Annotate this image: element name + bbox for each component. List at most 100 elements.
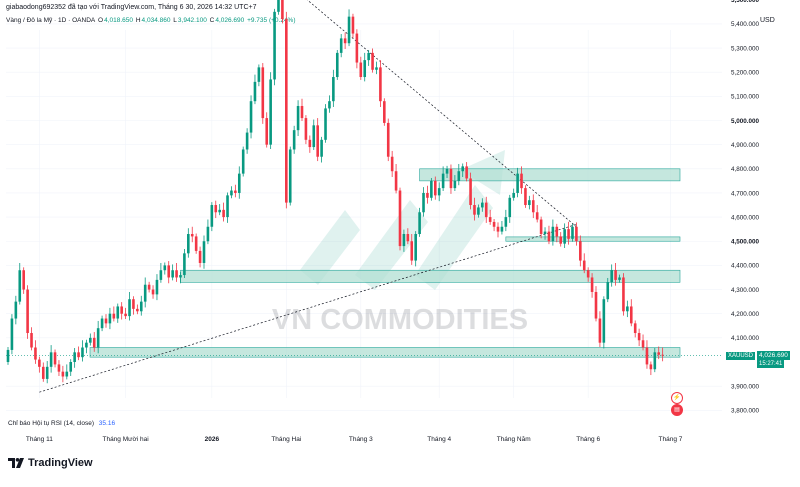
price-axis-tick: 4,100.000 [731, 335, 760, 342]
candle-body [626, 306, 629, 312]
price-axis-tick: 5,400.000 [731, 21, 760, 28]
candle-body [210, 205, 214, 227]
candle-body [190, 234, 194, 237]
price-axis-tick: 5,200.000 [731, 70, 760, 77]
candle-body [18, 270, 22, 302]
candle-body [69, 362, 73, 372]
us-flag-icon[interactable]: ▤ [671, 404, 683, 416]
candle-body [355, 33, 359, 63]
candle-body [257, 67, 261, 82]
candle-body [187, 234, 190, 254]
candle-body [500, 226, 504, 232]
candle-body [390, 156, 394, 172]
close-label: C [209, 17, 215, 24]
candles [6, 0, 664, 384]
candle-body [136, 308, 139, 312]
watermark-logo-bar2 [355, 200, 428, 290]
candle-body [637, 333, 641, 341]
low-value: 3,942.100 [177, 17, 207, 24]
candle-body [406, 234, 410, 242]
candle-body [163, 265, 167, 271]
candle-body [85, 342, 88, 348]
candle-body [237, 173, 241, 193]
candle-body [89, 337, 92, 343]
candle-body [269, 79, 272, 145]
candle-body [367, 52, 370, 61]
candle-body [41, 366, 45, 379]
candle-body [410, 241, 414, 261]
candle-body [132, 299, 135, 309]
candle-body [633, 323, 637, 334]
candle-body [559, 236, 563, 244]
candle-body [175, 270, 178, 278]
candle-body [618, 277, 621, 280]
candle-body [531, 200, 535, 213]
candle-body [332, 77, 335, 102]
tradingview-logo-icon [8, 458, 24, 468]
candle-body [649, 364, 653, 370]
candle-body [265, 118, 269, 145]
candle-body [104, 318, 108, 324]
candle-body [563, 229, 566, 244]
candle-body [143, 284, 147, 302]
candle-body [422, 192, 425, 213]
candle-body [273, 11, 276, 80]
lightning-icon[interactable]: ⚡ [671, 392, 683, 404]
candle-body [288, 149, 292, 203]
price-axis-tick: 4,700.000 [731, 190, 760, 197]
candle-body [383, 101, 386, 123]
candle-body [292, 130, 296, 150]
support-resistance-zone [180, 269, 681, 283]
high-value: 4,034.860 [141, 17, 171, 24]
time-axis-tick: Tháng 7 [659, 436, 683, 443]
candle-body [386, 122, 390, 157]
candle-body [535, 212, 539, 220]
candle-body [437, 188, 441, 196]
candle-body [582, 260, 586, 271]
price-axis-tick: 4,800.000 [731, 166, 760, 173]
price-axis-tick: 4,300.000 [731, 287, 760, 294]
zones [6, 168, 722, 358]
price-axis-tick: 4,600.000 [731, 214, 760, 221]
indicator-legend[interactable]: Chỉ báo Hội tụ RSI (14, close) 35.16 [8, 420, 115, 427]
current-price-label: 4,026.690 [757, 351, 790, 360]
candle-body [402, 234, 406, 247]
candle-body [304, 118, 308, 140]
candle-body [571, 226, 574, 239]
time-axis-tick: 2026 [205, 436, 220, 443]
candle-body [351, 16, 355, 34]
candle-body [49, 352, 53, 367]
time-axis-tick: Tháng 4 [427, 436, 451, 443]
candle-body [320, 139, 323, 157]
tradingview-brand[interactable]: TradingView [8, 457, 93, 469]
candle-body [171, 270, 174, 278]
trendline [39, 224, 577, 393]
change-value: +9.735 (+0.24%) [247, 17, 296, 24]
candle-body [241, 149, 245, 174]
price-axis-tick: 4,200.000 [731, 311, 760, 318]
candle-body [22, 270, 25, 290]
price-axis-tick: 3,900.000 [731, 383, 760, 390]
bar-countdown-label: 15:27:41 [757, 360, 785, 368]
candle-body [234, 190, 237, 193]
candle-body [343, 38, 347, 44]
candle-body [606, 282, 610, 300]
candle-body [10, 318, 14, 350]
candle-body [61, 371, 65, 377]
candle-body [359, 62, 363, 78]
candle-body [629, 306, 633, 324]
candle-body [124, 313, 127, 317]
price-axis-tick: 3,800.000 [731, 408, 760, 415]
candle-body [120, 306, 123, 314]
candle-body [6, 349, 10, 362]
price-axis-tick: 5,000.000 [731, 118, 760, 125]
support-resistance-zone [419, 168, 681, 182]
candle-body [81, 347, 84, 358]
candle-body [547, 231, 551, 242]
trendline [306, 0, 577, 228]
candle-body [520, 173, 523, 189]
symbol-description[interactable]: Vàng / Đô la Mỹ · 1D · OANDA [6, 17, 96, 24]
trendlines [39, 0, 577, 393]
candle-body [586, 270, 590, 278]
